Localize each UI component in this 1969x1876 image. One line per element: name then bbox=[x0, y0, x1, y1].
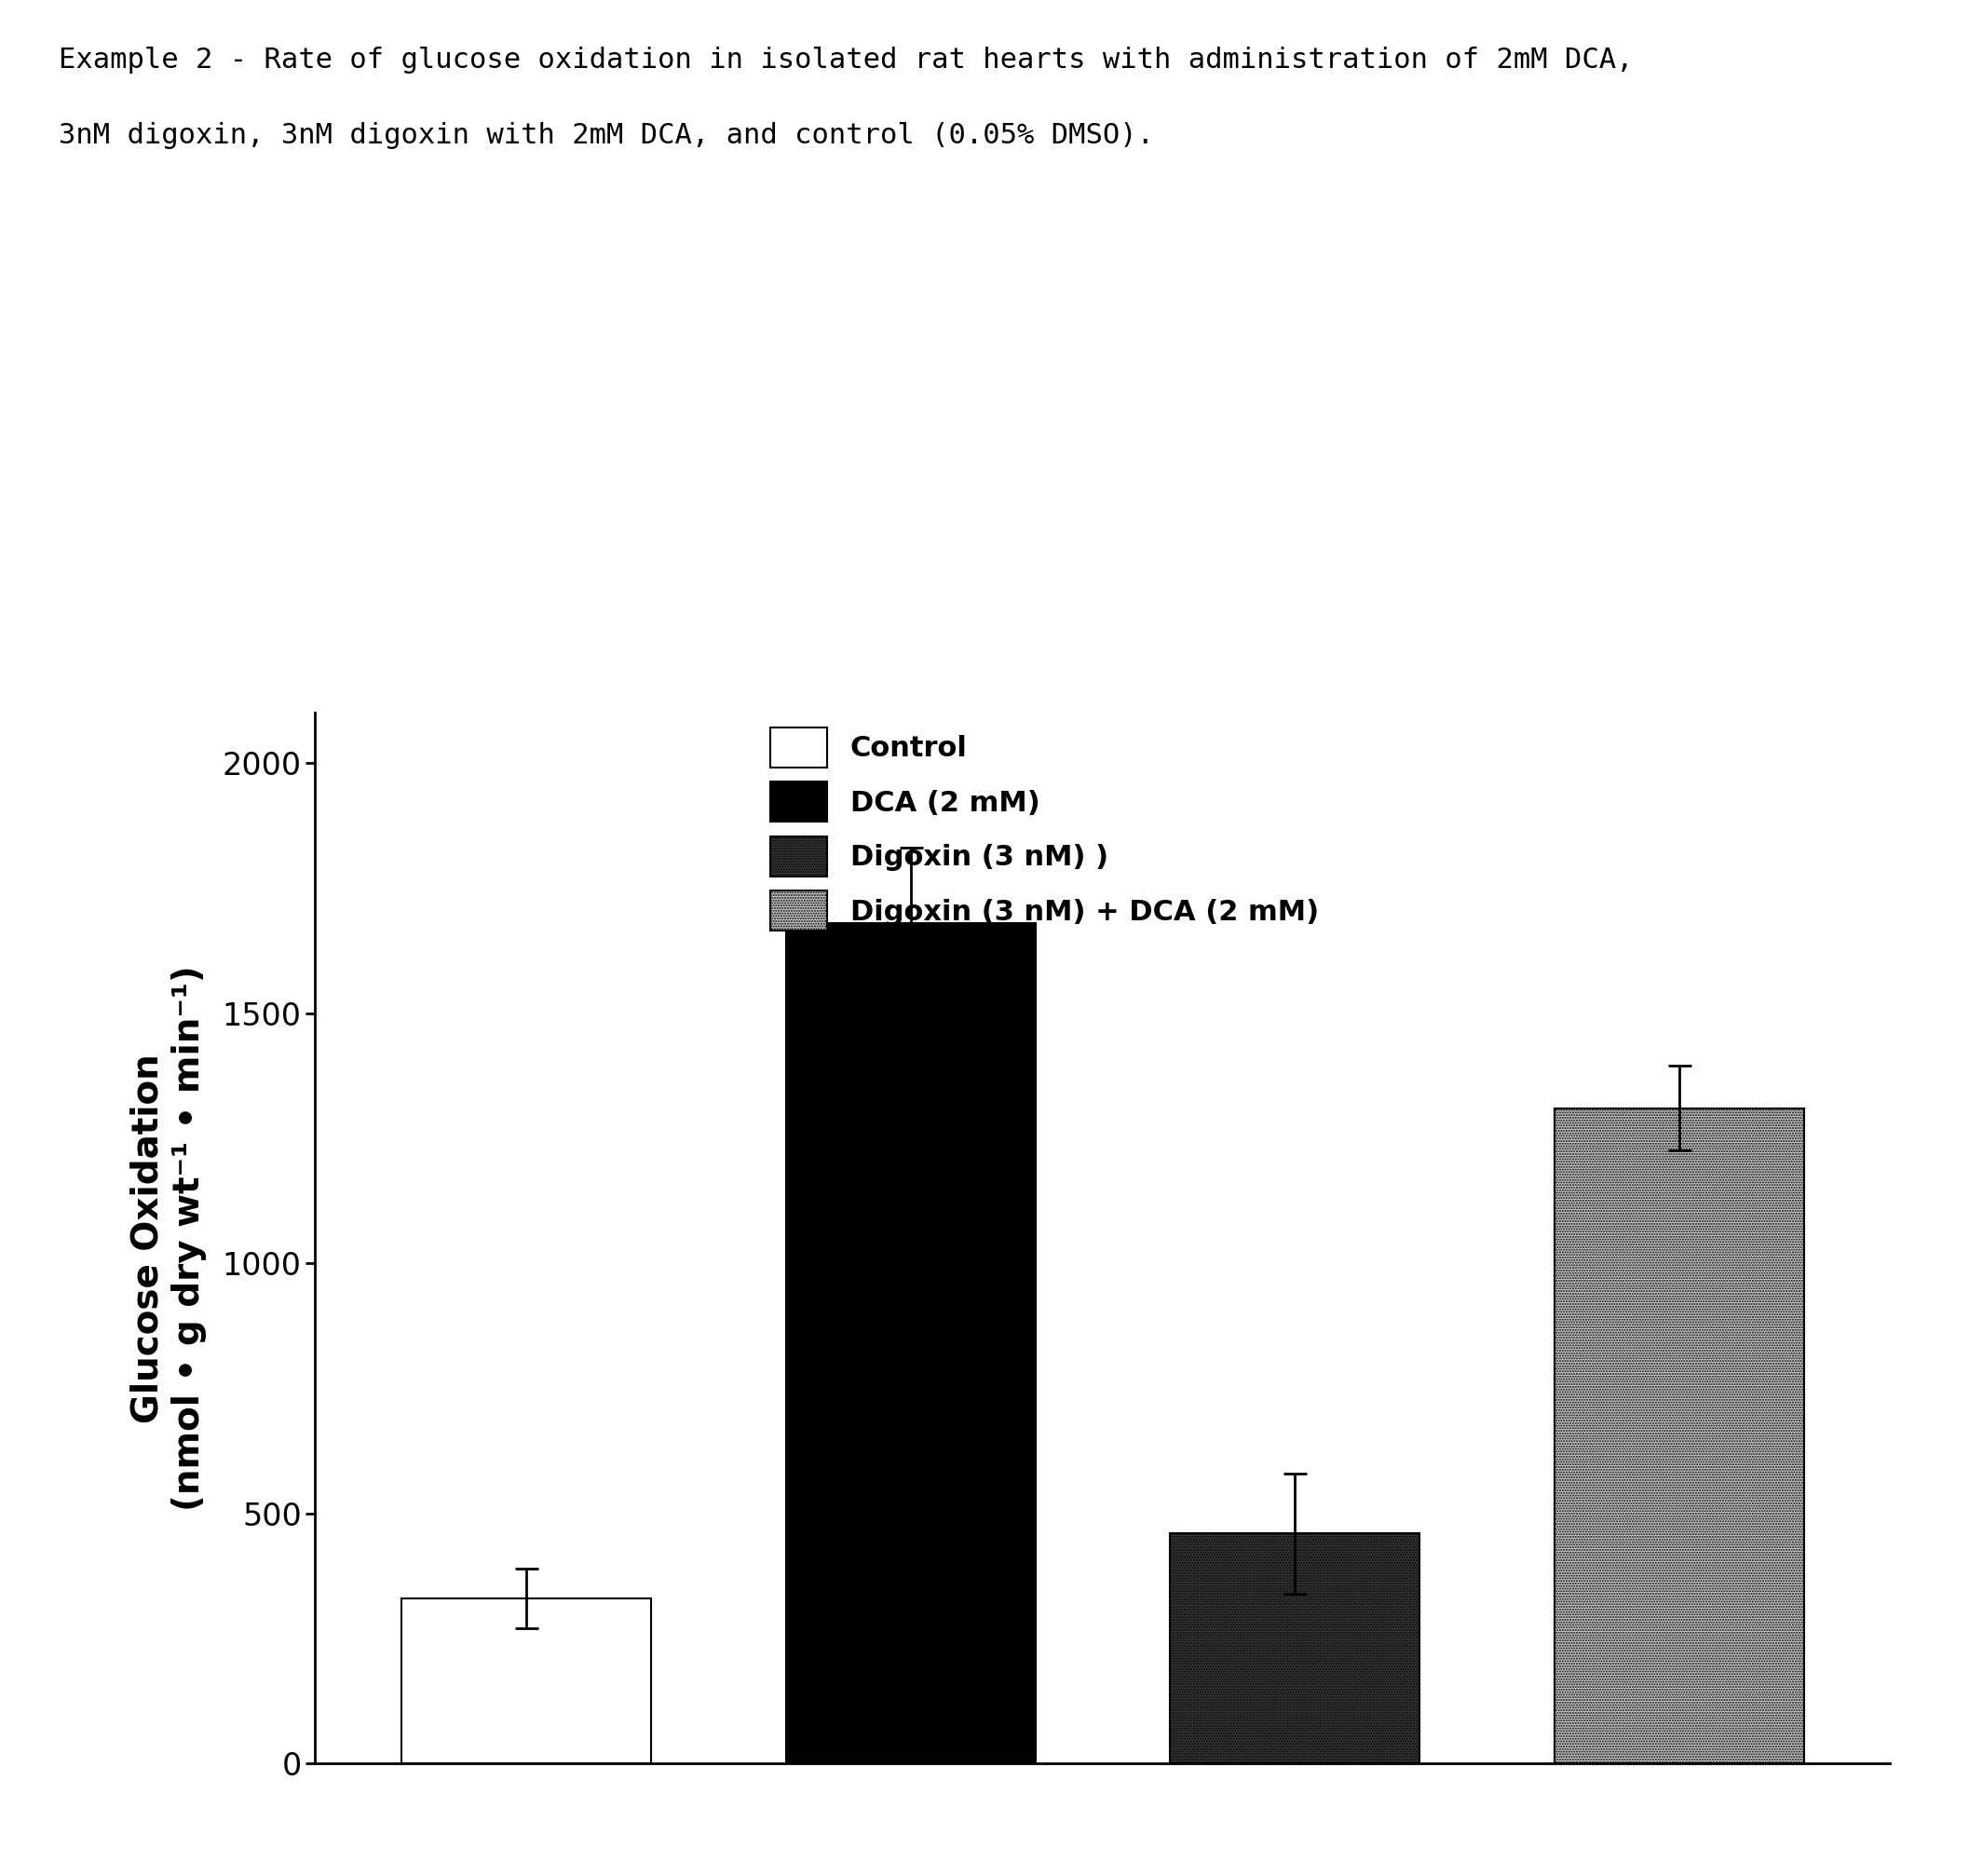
Y-axis label: Glucose Oxidation
(nmol • g dry wt⁻¹ • min⁻¹): Glucose Oxidation (nmol • g dry wt⁻¹ • m… bbox=[130, 966, 207, 1510]
Text: 3nM digoxin, 3nM digoxin with 2mM DCA, and control (0.05% DMSO).: 3nM digoxin, 3nM digoxin with 2mM DCA, a… bbox=[59, 122, 1154, 148]
Bar bbox=[786, 923, 1036, 1763]
Text: Example 2 - Rate of glucose oxidation in isolated rat hearts with administration: Example 2 - Rate of glucose oxidation in… bbox=[59, 47, 1634, 73]
Bar bbox=[402, 1598, 652, 1763]
Bar bbox=[1170, 1533, 1420, 1763]
Legend: Control, DCA (2 mM), Digoxin (3 nM) ), Digoxin (3 nM) + DCA (2 mM): Control, DCA (2 mM), Digoxin (3 nM) ), D… bbox=[770, 728, 1319, 930]
Bar bbox=[1554, 1109, 1804, 1763]
